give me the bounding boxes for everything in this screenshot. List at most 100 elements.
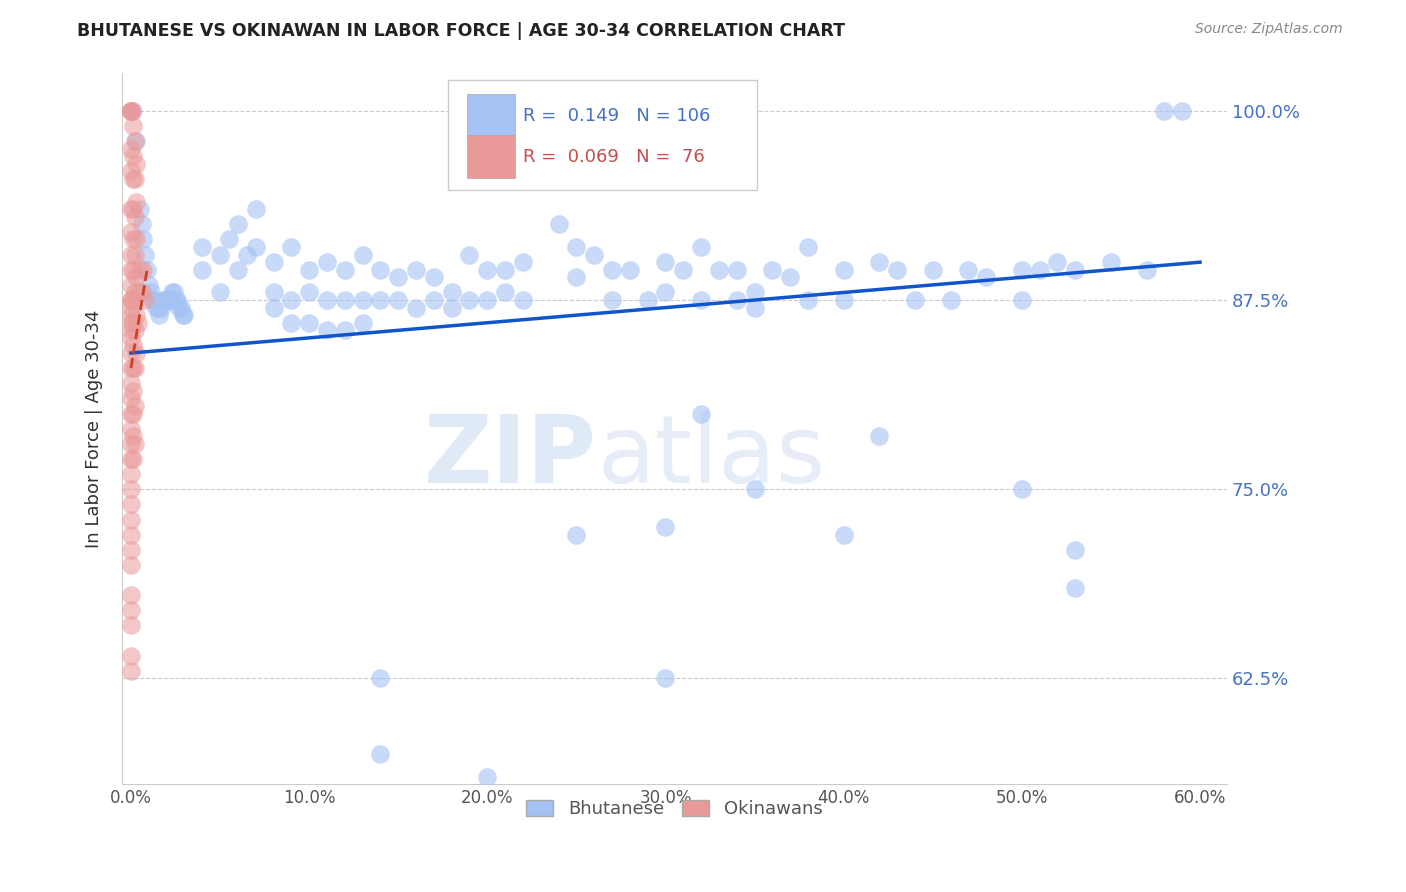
Point: [637, 293, 659, 307]
Point: [120, 422, 142, 436]
Point: [170, 301, 193, 315]
Point: [654, 285, 676, 300]
Point: [134, 247, 156, 261]
Point: [654, 255, 676, 269]
Point: [121, 429, 143, 443]
Point: [131, 285, 153, 300]
Text: R =  0.069   N =  76: R = 0.069 N = 76: [523, 148, 704, 166]
Point: [120, 103, 142, 118]
Point: [619, 262, 641, 277]
Point: [191, 262, 214, 277]
Point: [744, 301, 766, 315]
Point: [565, 527, 588, 541]
Point: [530, 119, 553, 133]
Point: [333, 293, 356, 307]
Point: [145, 301, 167, 315]
Point: [120, 346, 142, 360]
Text: Source: ZipAtlas.com: Source: ZipAtlas.com: [1195, 22, 1343, 37]
Point: [124, 172, 146, 186]
Point: [725, 293, 748, 307]
Point: [120, 262, 142, 277]
Point: [921, 262, 943, 277]
Point: [779, 270, 801, 285]
Point: [124, 399, 146, 413]
Point: [370, 262, 392, 277]
Point: [125, 194, 148, 209]
Point: [120, 392, 142, 406]
Point: [120, 512, 142, 526]
Point: [1171, 103, 1194, 118]
Point: [121, 232, 143, 246]
Point: [155, 293, 177, 307]
Point: [600, 293, 623, 307]
Text: R =  0.149   N = 106: R = 0.149 N = 106: [523, 107, 710, 125]
Point: [654, 520, 676, 534]
Point: [512, 293, 534, 307]
Point: [868, 255, 890, 269]
Point: [744, 285, 766, 300]
Point: [166, 293, 188, 307]
Point: [125, 232, 148, 246]
Point: [440, 301, 463, 315]
Point: [904, 293, 927, 307]
Point: [127, 285, 149, 300]
Point: [120, 225, 142, 239]
Point: [120, 437, 142, 451]
Point: [477, 770, 499, 784]
FancyBboxPatch shape: [467, 135, 516, 178]
Point: [1064, 581, 1087, 595]
Point: [600, 262, 623, 277]
Point: [832, 527, 855, 541]
FancyBboxPatch shape: [449, 80, 758, 190]
Point: [120, 323, 142, 337]
Point: [120, 247, 142, 261]
Point: [121, 202, 143, 217]
Point: [143, 293, 166, 307]
Point: [120, 648, 142, 663]
Point: [423, 270, 446, 285]
Point: [1064, 262, 1087, 277]
Point: [125, 157, 148, 171]
Point: [121, 262, 143, 277]
Point: [654, 672, 676, 686]
Point: [157, 293, 180, 307]
Point: [218, 232, 240, 246]
Point: [124, 361, 146, 376]
Point: [405, 301, 427, 315]
Point: [125, 270, 148, 285]
Point: [1099, 255, 1122, 269]
Point: [160, 285, 183, 300]
Point: [136, 262, 159, 277]
Point: [868, 429, 890, 443]
Point: [167, 301, 190, 315]
Point: [298, 316, 321, 330]
Point: [263, 301, 285, 315]
Point: [139, 285, 162, 300]
Point: [148, 308, 170, 322]
Point: [125, 134, 148, 148]
Point: [153, 293, 176, 307]
Point: [690, 407, 713, 421]
Point: [316, 293, 339, 307]
Point: [121, 452, 143, 467]
Point: [120, 558, 142, 572]
Point: [547, 218, 569, 232]
Point: [263, 255, 285, 269]
Point: [226, 262, 249, 277]
Point: [120, 293, 142, 307]
Point: [120, 103, 142, 118]
Point: [120, 277, 142, 292]
Point: [127, 316, 149, 330]
Point: [494, 262, 516, 277]
Point: [832, 262, 855, 277]
Point: [370, 747, 392, 761]
Point: [141, 293, 163, 307]
Point: [121, 407, 143, 421]
Point: [832, 293, 855, 307]
Point: [387, 293, 409, 307]
Point: [132, 232, 155, 246]
Point: [131, 218, 153, 232]
Point: [128, 262, 150, 277]
Point: [939, 293, 962, 307]
Point: [120, 467, 142, 482]
